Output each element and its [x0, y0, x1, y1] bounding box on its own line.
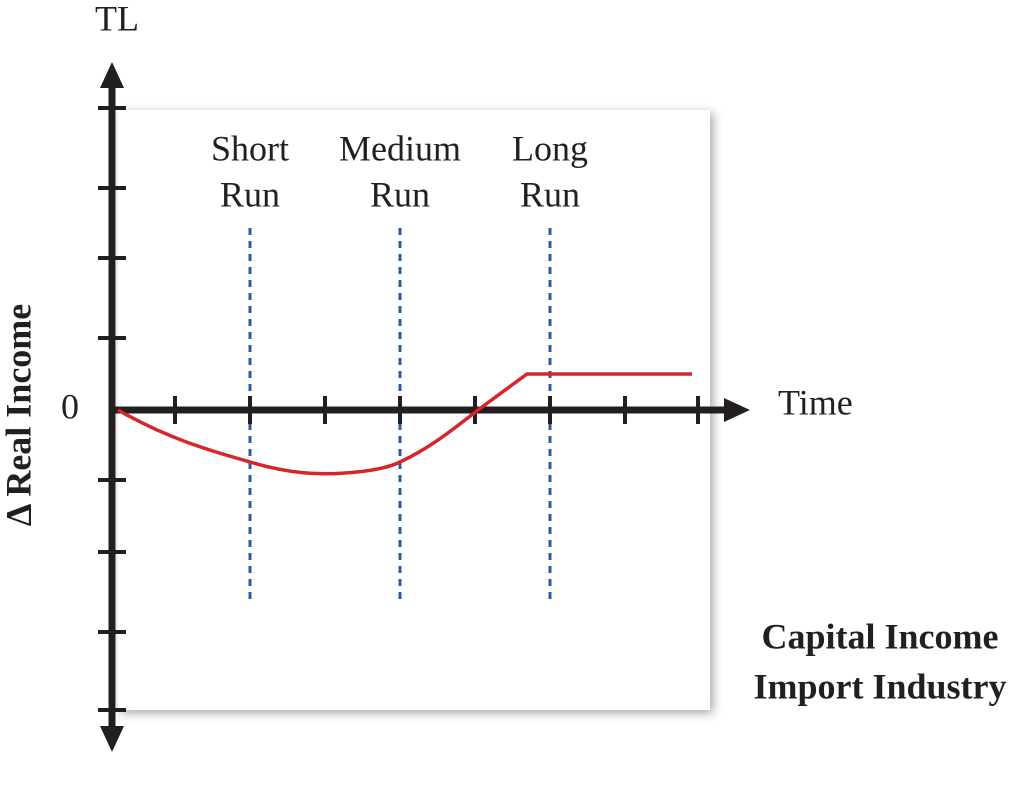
- period-label: Medium: [339, 128, 461, 168]
- period-label: Run: [370, 174, 430, 214]
- period-label: Long: [512, 128, 588, 168]
- income-curve: [117, 372, 692, 476]
- caption: Import Industry: [753, 666, 1006, 706]
- x-axis-label: Time: [778, 382, 853, 422]
- period-label: Run: [520, 174, 580, 214]
- arrow-head: [100, 726, 124, 752]
- caption: Capital Income: [762, 616, 999, 656]
- y-axis-label: Δ Real Income: [0, 304, 38, 527]
- origin-label: 0: [61, 386, 79, 426]
- period-label: Run: [220, 174, 280, 214]
- y-top-label: TL: [95, 0, 139, 38]
- axes: [100, 62, 750, 752]
- arrow-head: [724, 398, 750, 422]
- arrow-head: [100, 62, 124, 88]
- period-label: Short: [211, 128, 289, 168]
- ticks: [98, 106, 700, 712]
